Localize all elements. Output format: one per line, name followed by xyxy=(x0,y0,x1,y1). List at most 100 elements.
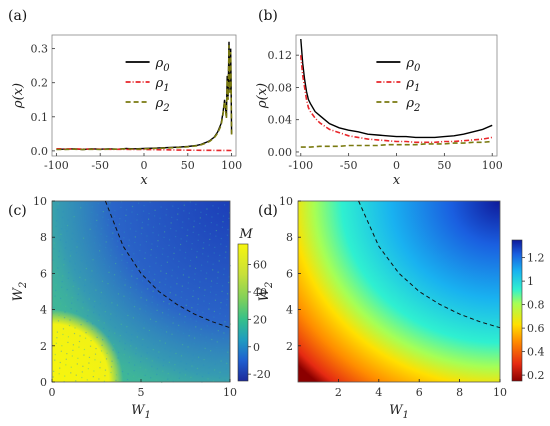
noise-pixel xyxy=(134,300,136,302)
noise-pixel xyxy=(143,327,145,329)
noise-pixel xyxy=(86,262,88,264)
noise-pixel xyxy=(183,268,185,270)
noise-pixel xyxy=(89,228,91,230)
noise-pixel xyxy=(228,281,230,284)
legend-label-rho0: ρ0 xyxy=(155,56,171,74)
noise-pixel xyxy=(52,312,55,314)
noise-pixel xyxy=(152,290,154,292)
noise-pixel xyxy=(74,263,76,265)
noise-pixel xyxy=(78,340,81,343)
noise-pixel xyxy=(155,321,157,323)
noise-pixel xyxy=(106,288,109,290)
noise-pixel xyxy=(156,373,158,376)
noise-pixel xyxy=(181,343,184,346)
noise-pixel xyxy=(194,267,197,269)
noise-pixel xyxy=(195,203,197,205)
noise-pixel xyxy=(195,326,197,328)
noise-pixel xyxy=(75,374,77,376)
noise-pixel xyxy=(90,275,93,278)
noise-pixel xyxy=(69,202,71,204)
noise-pixel xyxy=(226,298,228,300)
noise-pixel xyxy=(224,315,227,317)
noise-pixel xyxy=(187,346,189,348)
noise-pixel xyxy=(165,331,168,333)
noise-pixel xyxy=(65,364,67,366)
noise-pixel xyxy=(211,216,213,218)
noise-pixel xyxy=(99,367,101,369)
phase-boundary-curve xyxy=(104,200,231,329)
noise-pixel xyxy=(95,283,97,286)
noise-pixel xyxy=(74,327,76,329)
noise-pixel xyxy=(224,257,226,259)
noise-pixel xyxy=(196,250,198,253)
noise-pixel xyxy=(78,223,80,226)
noise-pixel xyxy=(221,354,223,357)
series-line-rho2 xyxy=(300,140,493,148)
noise-pixel xyxy=(92,323,94,325)
noise-pixel xyxy=(102,275,104,277)
noise-pixel xyxy=(55,220,58,222)
x-tick-label: 2 xyxy=(335,386,342,399)
noise-pixel xyxy=(199,345,201,347)
colorbar xyxy=(237,243,249,382)
x-tick-label: 100 xyxy=(221,159,242,172)
noise-pixel xyxy=(81,371,83,373)
noise-pixel xyxy=(172,380,174,383)
noise-pixel xyxy=(89,234,91,236)
noise-pixel xyxy=(203,300,205,302)
noise-pixel xyxy=(160,270,162,272)
noise-pixel xyxy=(98,378,100,380)
noise-pixel xyxy=(142,210,145,212)
noise-pixel xyxy=(138,261,140,263)
noise-pixel xyxy=(204,225,206,227)
noise-pixel xyxy=(217,271,219,273)
noise-pixel xyxy=(85,332,87,334)
noise-pixel xyxy=(154,273,156,275)
noise-pixel xyxy=(166,208,168,210)
noise-pixel xyxy=(156,368,158,370)
noise-pixel xyxy=(72,349,74,351)
noise-pixel xyxy=(87,315,89,317)
noise-pixel xyxy=(193,226,195,228)
noise-pixel xyxy=(60,228,63,230)
colorbar-tick-label: 0.4 xyxy=(527,346,545,359)
noise-pixel xyxy=(116,304,118,306)
noise-pixel xyxy=(180,360,182,363)
noise-pixel xyxy=(101,280,104,282)
noise-pixel xyxy=(215,235,217,237)
noise-pixel xyxy=(193,279,196,281)
noise-pixel xyxy=(166,261,169,263)
noise-pixel xyxy=(61,286,63,288)
noise-pixel xyxy=(113,279,115,281)
noise-pixel xyxy=(61,216,64,219)
noise-pixel xyxy=(140,297,142,299)
noise-pixel xyxy=(117,357,119,359)
noise-pixel xyxy=(103,322,105,324)
noise-pixel xyxy=(120,323,122,325)
noise-pixel xyxy=(179,372,181,374)
noise-pixel xyxy=(103,258,106,260)
x-tick-label: -50 xyxy=(340,159,358,172)
noise-pixel xyxy=(110,313,112,315)
y-axis-label: ρ(x) xyxy=(255,83,270,109)
noise-pixel xyxy=(88,298,90,300)
noise-pixel xyxy=(66,224,69,227)
noise-pixel xyxy=(119,270,122,273)
noise-pixel xyxy=(134,236,136,238)
noise-pixel xyxy=(179,249,181,251)
noise-pixel xyxy=(169,292,171,294)
noise-pixel xyxy=(184,251,187,254)
noise-pixel xyxy=(163,359,165,361)
noise-pixel xyxy=(171,216,173,218)
noise-pixel xyxy=(212,263,214,265)
colorbar-tick-label: 20 xyxy=(253,313,267,326)
noise-pixel xyxy=(127,250,129,252)
noise-pixel xyxy=(187,282,190,284)
noise-pixel xyxy=(85,215,87,217)
y-tick-label: 10 xyxy=(279,195,293,208)
noise-pixel xyxy=(159,281,161,283)
noise-pixel xyxy=(115,379,117,382)
noise-pixel xyxy=(115,374,118,376)
noise-pixel xyxy=(218,260,220,262)
noise-pixel xyxy=(213,252,215,254)
